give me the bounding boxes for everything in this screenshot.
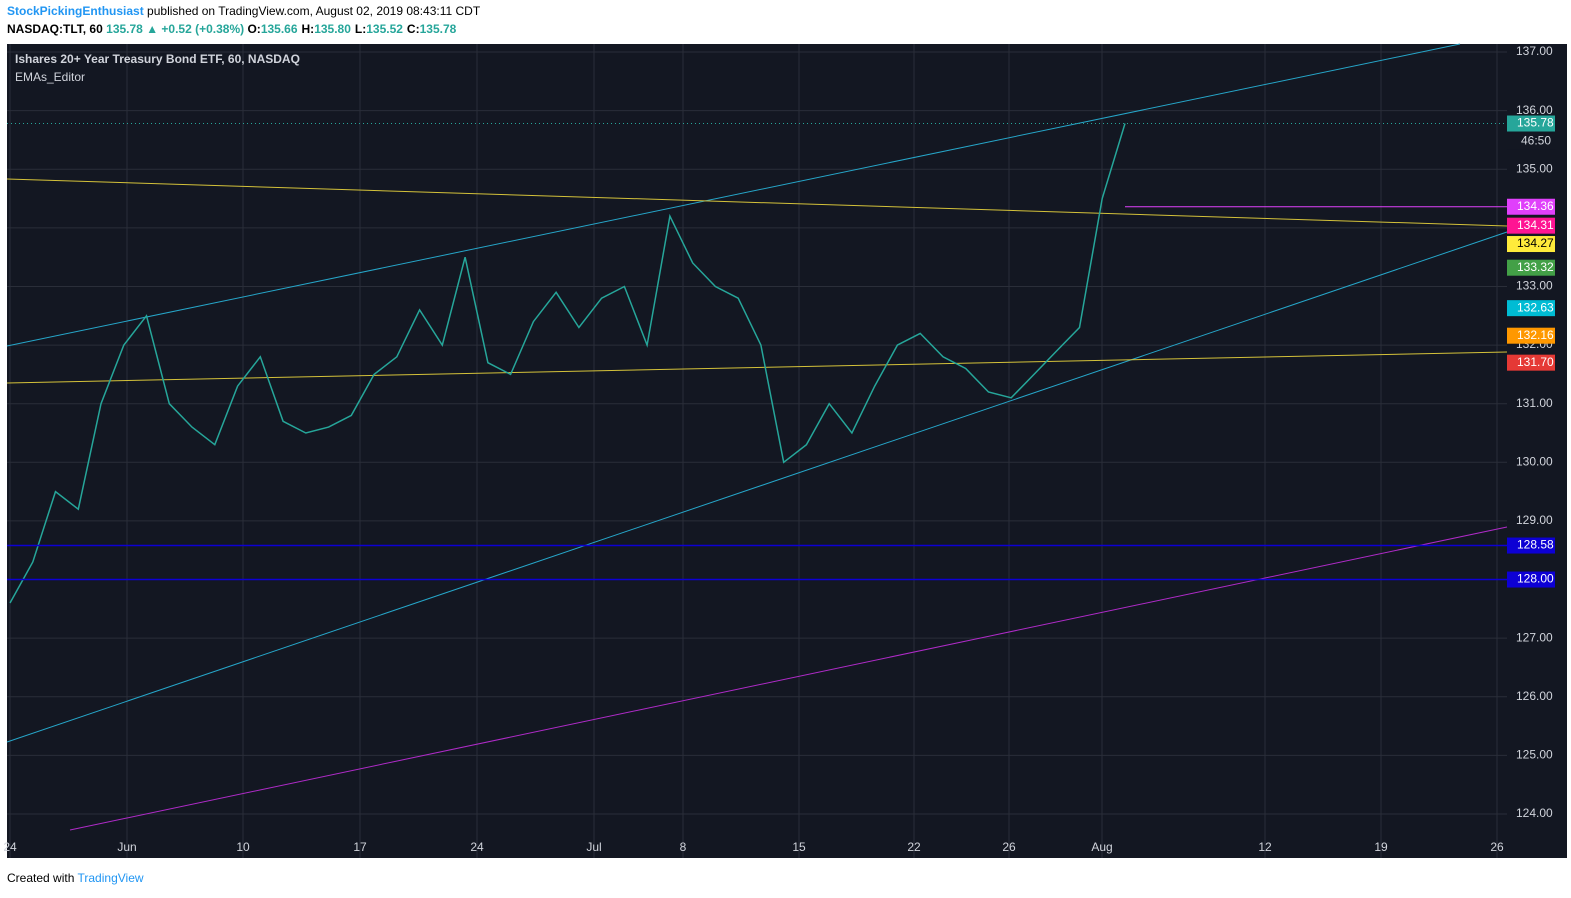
- quote-key: H:: [301, 22, 315, 36]
- quote-val: 135.66: [260, 22, 298, 36]
- y-tick-label: 136.00: [1516, 103, 1553, 117]
- x-tick-label: 26: [1490, 840, 1504, 854]
- x-tick-label: 15: [792, 840, 806, 854]
- y-tick-label: 135.00: [1516, 161, 1553, 175]
- last: 135.78: [106, 22, 143, 36]
- y-tick-label: 126.00: [1516, 689, 1553, 703]
- y-tick-label: 125.00: [1516, 748, 1553, 762]
- price-label-bg: [1507, 571, 1555, 588]
- y-tick-label: 130.00: [1516, 454, 1553, 468]
- price-label-bg: [1507, 217, 1555, 234]
- trend-line: [69, 526, 1508, 831]
- quote-val: 135.80: [314, 22, 351, 36]
- countdown: 46:50: [1521, 134, 1551, 148]
- price-label: 128.00: [1517, 572, 1554, 586]
- x-tick-label: 22: [907, 840, 921, 854]
- quote-key: L:: [354, 22, 367, 36]
- plot-bg: [7, 44, 1507, 858]
- x-tick-label: 12: [1258, 840, 1272, 854]
- header: StockPickingEnthusiast published on Trad…: [7, 4, 480, 18]
- price-label: 134.36: [1517, 199, 1554, 213]
- x-tick-label: 19: [1374, 840, 1388, 854]
- legend-title: Ishares 20+ Year Treasury Bond ETF, 60, …: [15, 52, 300, 66]
- quote-val: 135.52: [366, 22, 403, 36]
- price-label-bg: [1507, 259, 1555, 276]
- x-tick-label: Jul: [586, 840, 601, 854]
- legend-indicator: EMAs_Editor: [15, 70, 85, 84]
- x-tick-label: 26: [1002, 840, 1016, 854]
- price-label: 134.27: [1517, 236, 1554, 250]
- footer: Created with TradingView: [7, 871, 144, 885]
- price-label: 131.70: [1517, 355, 1554, 369]
- countdown-bg: [1507, 133, 1555, 150]
- y-tick-label: 124.00: [1516, 806, 1553, 820]
- price-label: 132.63: [1517, 300, 1554, 314]
- x-tick-label: 24: [3, 840, 17, 854]
- price-label-bg: [1507, 115, 1555, 132]
- trend-line: [6, 351, 1508, 384]
- price-label-bg: [1507, 354, 1555, 371]
- price-label: 135.78: [1517, 116, 1554, 130]
- quote-val: 135.78: [419, 22, 457, 36]
- price-label-bg: [1507, 537, 1555, 554]
- trend-line: [6, 178, 1508, 227]
- y-tick-label: 133.00: [1516, 279, 1553, 293]
- price-label: 134.31: [1517, 218, 1554, 232]
- quote: NASDAQ:TLT, 60 135.78 ▲ +0.52 (+0.38%) O…: [7, 22, 460, 36]
- y-tick-label: 137.00: [1516, 44, 1553, 58]
- price-line: [9, 123, 1126, 604]
- quote-key: O:: [247, 22, 261, 36]
- trend-line: [6, 231, 1508, 743]
- trend-line: [6, 43, 1461, 347]
- y-tick-label: 127.00: [1516, 630, 1553, 644]
- x-tick-label: 8: [680, 840, 687, 854]
- published: published on TradingView.com, August 02,…: [147, 4, 481, 18]
- x-tick-label: 24: [470, 840, 484, 854]
- x-tick-label: 10: [236, 840, 250, 854]
- price-label: 133.32: [1517, 260, 1554, 274]
- y-tick-label: 129.00: [1516, 513, 1553, 527]
- price-label-bg: [1507, 327, 1555, 344]
- price-label-bg: [1507, 236, 1555, 253]
- price-label: 132.16: [1517, 328, 1554, 342]
- change: ▲ +0.52 (+0.38%): [146, 22, 245, 36]
- brand[interactable]: TradingView: [77, 871, 144, 885]
- created: Created with: [7, 871, 75, 885]
- quote-key: C:: [406, 22, 420, 36]
- x-tick-label: 17: [353, 840, 367, 854]
- symbol: NASDAQ:TLT, 60: [7, 22, 103, 36]
- axis-bg: [1507, 44, 1567, 858]
- author[interactable]: StockPickingEnthusiast: [7, 4, 144, 18]
- price-label-bg: [1507, 300, 1555, 317]
- y-tick-label: 131.00: [1516, 396, 1553, 410]
- x-tick-label: Aug: [1091, 840, 1112, 854]
- price-label-bg: [1507, 198, 1555, 215]
- price-label: 128.58: [1517, 538, 1554, 552]
- x-tick-label: Jun: [117, 840, 136, 854]
- chart: 124.00 125.00 126.00 127.00 128.00 129.00 130.…: [3, 43, 1567, 858]
